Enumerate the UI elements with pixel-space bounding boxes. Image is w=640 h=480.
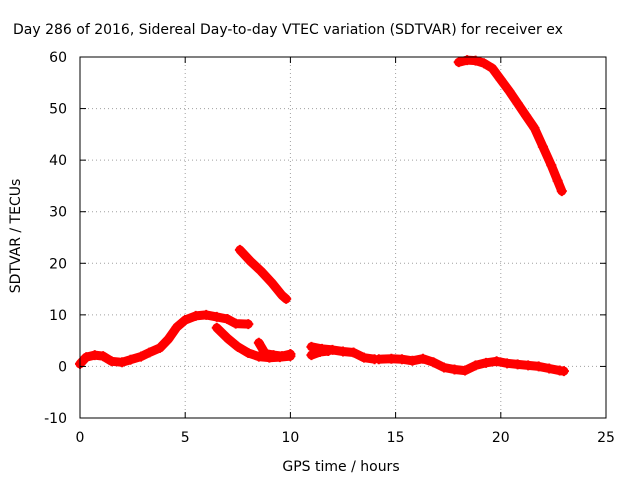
data-series — [75, 55, 569, 377]
data-point — [201, 309, 212, 320]
data-point — [359, 352, 370, 363]
data-point — [481, 357, 492, 368]
data-point — [521, 110, 532, 121]
data-point — [533, 361, 544, 372]
data-point — [314, 346, 325, 357]
data-point — [386, 353, 397, 364]
data-point — [81, 352, 92, 363]
data-point — [537, 141, 548, 152]
data-point — [211, 311, 222, 322]
data-point — [234, 244, 245, 255]
data-point — [243, 319, 254, 330]
data-point — [154, 342, 165, 353]
data-point — [546, 160, 557, 171]
data-point — [266, 277, 277, 288]
x-tick-label: 15 — [387, 430, 405, 446]
data-point — [478, 58, 489, 69]
data-point — [556, 186, 567, 197]
series-line-segment-4 — [235, 245, 291, 304]
y-tick-label: 20 — [49, 256, 67, 272]
data-point — [276, 351, 287, 362]
data-point — [529, 123, 540, 134]
data-point — [502, 358, 513, 369]
x-tick-label: 0 — [76, 430, 85, 446]
data-point — [523, 360, 534, 371]
data-point — [222, 333, 233, 344]
data-point — [306, 350, 317, 361]
data-point — [453, 57, 464, 68]
y-tick-label: -10 — [44, 411, 67, 427]
data-point — [396, 354, 407, 365]
data-point — [136, 351, 147, 362]
plot-frame — [79, 56, 607, 419]
data-point — [253, 337, 264, 348]
x-axis-label: GPS time / hours — [282, 459, 399, 475]
data-point — [285, 349, 296, 360]
data-point — [144, 347, 155, 358]
x-tick-label: 5 — [181, 430, 190, 446]
y-tick-label: 10 — [49, 308, 67, 324]
data-point — [260, 348, 271, 359]
data-point — [558, 366, 569, 377]
y-tick-label: 0 — [58, 359, 67, 375]
data-point — [255, 266, 266, 277]
data-point — [407, 355, 418, 366]
data-point — [428, 357, 439, 368]
data-point — [544, 363, 555, 374]
data-point — [512, 359, 523, 370]
data-point — [552, 175, 563, 186]
data-point — [348, 347, 359, 358]
data-point — [211, 322, 222, 333]
data-point — [243, 348, 254, 359]
data-point — [98, 351, 109, 362]
data-point — [323, 345, 334, 356]
data-point — [512, 98, 523, 109]
data-point — [245, 256, 256, 267]
data-point — [232, 341, 243, 352]
y-tick-label: 30 — [49, 205, 67, 221]
data-point — [268, 350, 279, 361]
axis-ticks: 0 5 10 15 20 25 -10 0 10 20 30 40 50 60 — [44, 50, 615, 446]
series-line-segment-8 — [454, 55, 567, 196]
data-point — [504, 86, 515, 97]
y-tick-label: 60 — [49, 50, 67, 66]
y-tick-label: 40 — [49, 153, 67, 169]
data-point — [106, 356, 117, 367]
data-point — [281, 293, 292, 304]
x-tick-label: 25 — [597, 430, 615, 446]
data-point — [117, 357, 128, 368]
data-point — [338, 346, 348, 357]
data-point — [163, 334, 174, 345]
data-point — [438, 362, 449, 373]
data-point — [373, 354, 384, 365]
data-point — [491, 356, 502, 367]
chart-title: Day 286 of 2016, Sidereal Day-to-day VTE… — [13, 22, 563, 38]
data-point — [230, 318, 241, 329]
data-point — [180, 315, 191, 326]
data-point — [449, 364, 460, 375]
data-point — [125, 354, 136, 365]
y-axis-label: SDTVAR / TECUs — [8, 179, 24, 294]
data-point — [460, 365, 471, 376]
data-point — [89, 350, 100, 361]
y-tick-label: 50 — [49, 102, 67, 118]
data-point — [190, 310, 201, 321]
x-tick-label: 10 — [281, 430, 299, 446]
data-point — [487, 63, 498, 74]
data-point — [470, 360, 481, 371]
data-point — [171, 322, 182, 333]
data-point — [495, 74, 506, 85]
data-point — [222, 313, 233, 324]
data-point — [417, 353, 428, 364]
x-tick-label: 20 — [492, 430, 510, 446]
